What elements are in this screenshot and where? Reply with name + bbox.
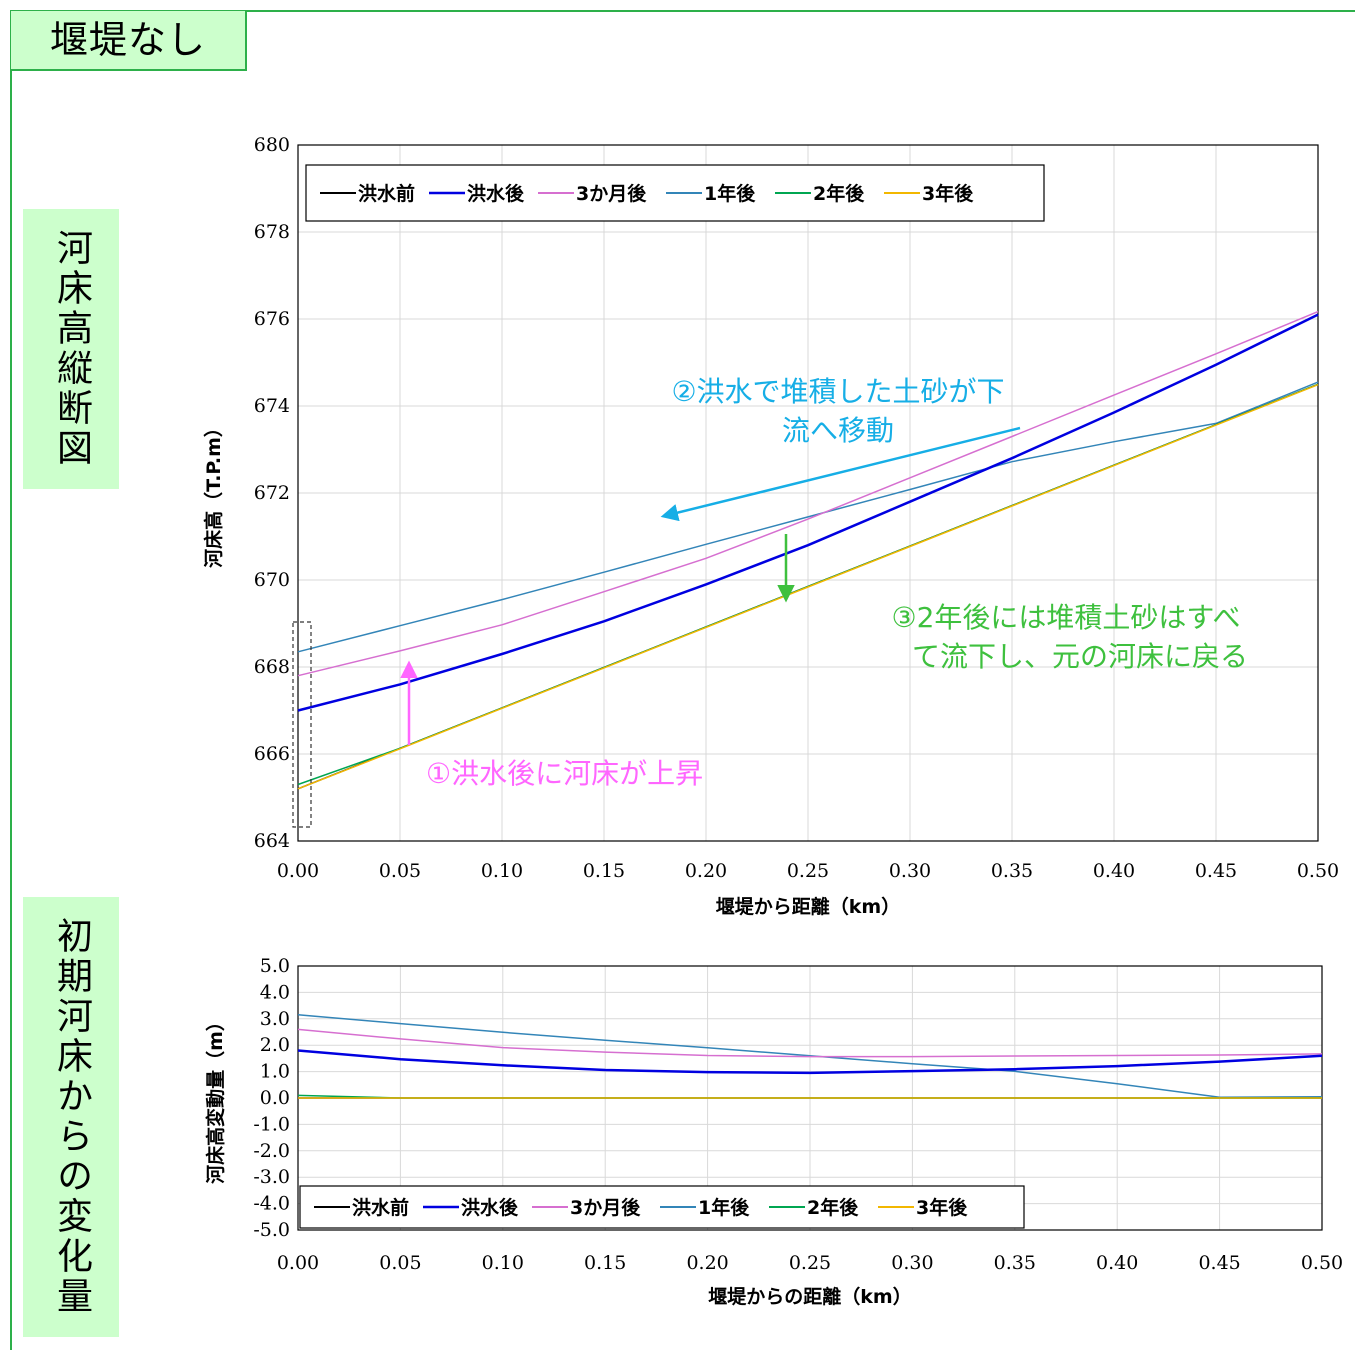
y-axis-label: 河床高変動量（m） — [204, 1012, 227, 1184]
x-tick-label: 0.50 — [1301, 1252, 1343, 1274]
x-tick-label: 0.05 — [379, 860, 421, 882]
y-tick-label: 666 — [254, 743, 290, 765]
x-axis-label: 堰堤からの距離（km） — [708, 1285, 911, 1308]
y-tick-label: 5.0 — [260, 955, 290, 977]
y-tick-label: 680 — [254, 134, 290, 156]
series-line-3か月後 — [297, 1028, 1323, 1058]
y-tick-label: 670 — [254, 569, 290, 591]
x-tick-label: 0.20 — [686, 1252, 728, 1274]
series-line-洪水後 — [297, 313, 1319, 712]
x-tick-label: 0.35 — [991, 860, 1033, 882]
x-tick-label: 0.05 — [379, 1252, 421, 1274]
legend-label: 洪水後 — [461, 1196, 519, 1219]
x-tick-label: 0.00 — [277, 1252, 319, 1274]
legend-label: 3年後 — [922, 182, 974, 205]
y-tick-label: -1.0 — [253, 1113, 290, 1135]
legend-label: 3年後 — [916, 1196, 968, 1219]
x-tick-label: 0.50 — [1297, 860, 1339, 882]
x-tick-label: 0.25 — [789, 1252, 831, 1274]
x-tick-label: 0.40 — [1093, 860, 1135, 882]
x-tick-label: 0.10 — [482, 1252, 524, 1274]
x-tick-label: 0.25 — [787, 860, 829, 882]
x-tick-label: 0.45 — [1195, 860, 1237, 882]
legend-label: 3か月後 — [570, 1196, 641, 1219]
y-tick-label: -2.0 — [253, 1140, 290, 1162]
y-tick-label: 668 — [254, 656, 290, 678]
annotation-2-line2: 流へ移動 — [782, 414, 894, 447]
x-tick-label: 0.30 — [891, 1252, 933, 1274]
y-tick-label: -4.0 — [253, 1193, 290, 1215]
x-tick-label: 0.40 — [1096, 1252, 1138, 1274]
panel-frame — [10, 10, 1355, 1350]
x-tick-label: 0.20 — [685, 860, 727, 882]
x-tick-label: 0.00 — [277, 860, 319, 882]
plot-border — [297, 144, 1319, 842]
y-tick-label: -5.0 — [253, 1219, 290, 1241]
y-tick-label: 0.0 — [260, 1087, 290, 1109]
legend-label: 2年後 — [813, 182, 865, 205]
series-line-1年後 — [297, 1014, 1323, 1098]
annotation-2-arrow — [660, 426, 1021, 522]
side-label-change: 初期河床からの変化量 — [23, 897, 119, 1337]
series-line-洪水後 — [297, 1049, 1323, 1075]
y-tick-label: 4.0 — [260, 981, 290, 1003]
legend-label: 2年後 — [807, 1196, 859, 1219]
legend-label: 3か月後 — [576, 182, 647, 205]
y-tick-label: 1.0 — [260, 1061, 290, 1083]
x-tick-label: 0.45 — [1198, 1252, 1240, 1274]
x-tick-label: 0.15 — [584, 1252, 626, 1274]
y-tick-label: 2.0 — [260, 1034, 290, 1056]
x-tick-label: 0.15 — [583, 860, 625, 882]
series-line-1年後 — [297, 381, 1319, 653]
x-tick-label: 0.35 — [994, 1252, 1036, 1274]
y-tick-label: 3.0 — [260, 1008, 290, 1030]
y-tick-label: -3.0 — [253, 1166, 290, 1188]
legend-label: 洪水前 — [352, 1196, 409, 1219]
y-tick-label: 664 — [254, 830, 290, 852]
y-tick-label: 672 — [254, 482, 290, 504]
annotation-1: ①洪水後に河床が上昇 — [426, 757, 703, 790]
series-line-3か月後 — [297, 310, 1319, 677]
y-axis-label: 河床高（T.P.m） — [202, 418, 225, 568]
dashed-highlight-box — [292, 621, 312, 828]
y-tick-label: 674 — [254, 395, 290, 417]
x-axis-label: 堰堤から距離（km） — [716, 895, 900, 918]
x-tick-label: 0.30 — [889, 860, 931, 882]
chart-bed-profile: 0.00 0.05 0.10 0.15 0.20 0.25 0.30 0.35 0.40 0.45… — [202, 134, 1339, 918]
page-title: 堰堤なし — [11, 11, 247, 71]
y-tick-label: 678 — [254, 221, 290, 243]
legend-label: 1年後 — [704, 182, 756, 205]
legend-label: 洪水前 — [358, 182, 415, 205]
chart-bed-change: 0.00 0.05 0.10 0.15 0.20 0.25 0.30 0.35 0.40 0.45… — [204, 955, 1343, 1308]
legend-label: 洪水後 — [467, 182, 525, 205]
y-tick-label: 676 — [254, 308, 290, 330]
legend-label: 1年後 — [698, 1196, 750, 1219]
annotation-3-line1: ③2年後には堆積土砂はすべ — [892, 601, 1241, 634]
annotation-3-line2: て流下し、元の河床に戻る — [912, 640, 1248, 673]
side-label-profile: 河床高縦断図 — [23, 209, 119, 489]
series-line-3年後 — [297, 384, 1319, 790]
x-tick-label: 0.10 — [481, 860, 523, 882]
annotation-2-line1: ②洪水で堆積した土砂が下 — [671, 375, 1004, 408]
